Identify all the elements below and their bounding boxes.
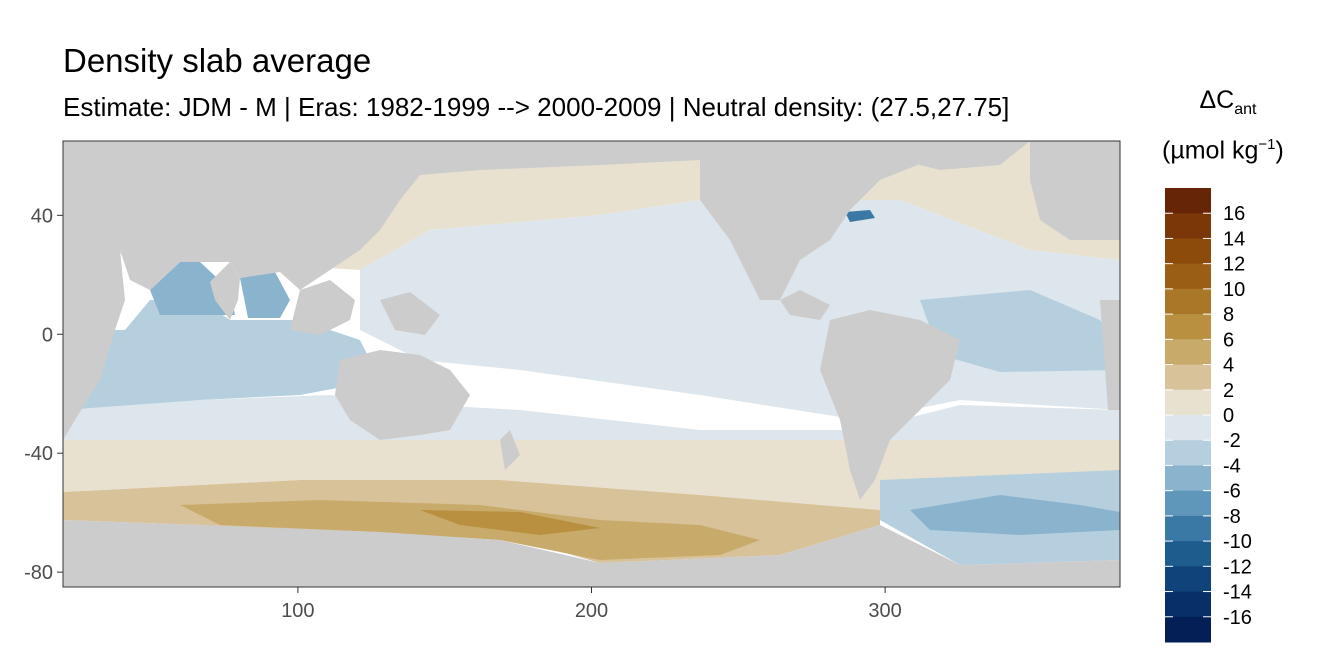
legend-swatch (1165, 616, 1211, 643)
legend-label: 10 (1223, 279, 1245, 301)
y-tick-label: -40 (24, 443, 53, 465)
legend-label: -4 (1223, 455, 1241, 477)
legend-swatch (1165, 389, 1211, 416)
legend-swatch (1165, 490, 1211, 517)
legend-swatch (1165, 465, 1211, 492)
y-tick-label: -80 (24, 562, 53, 584)
map-subtitle: Estimate: JDM - M | Eras: 1982-1999 --> … (63, 92, 1010, 122)
legend-unit: (µmol kg−1) (1162, 136, 1284, 165)
y-tick-label: 0 (42, 324, 53, 346)
y-tick-label: 40 (31, 205, 53, 227)
legend-swatch (1165, 415, 1211, 441)
legend-label: 4 (1223, 355, 1234, 377)
legend-label: 16 (1223, 203, 1245, 225)
legend-label: 12 (1223, 254, 1245, 276)
legend-label: -2 (1223, 430, 1241, 452)
legend-label: 0 (1223, 405, 1234, 427)
legend-label: 14 (1223, 228, 1245, 250)
legend-labels: 16 14 12 10 8 6 4 2 0 -2 -4 -6 -8 -10 -12 -14 -16 (1165, 203, 1252, 629)
legend-label: -10 (1223, 531, 1252, 553)
legend-label: 2 (1223, 380, 1234, 402)
legend-swatch (1165, 213, 1211, 239)
land-masses (63, 141, 1120, 587)
legend-swatch (1165, 541, 1211, 567)
legend-swatch (1165, 566, 1211, 593)
legend-swatch (1165, 238, 1211, 265)
x-tick-label: 300 (868, 600, 901, 622)
legend-colorbar (1165, 188, 1211, 643)
x-tick-label: 200 (575, 600, 608, 622)
map-title: Density slab average (63, 42, 372, 79)
x-tick-label: 100 (281, 600, 314, 622)
legend-swatch (1165, 314, 1211, 340)
legend-swatch (1165, 339, 1211, 366)
legend-label: 6 (1223, 329, 1234, 351)
legend-swatch (1165, 364, 1211, 391)
legend-label: -6 (1223, 481, 1241, 503)
legend-label: -8 (1223, 506, 1241, 528)
legend-label: 8 (1223, 304, 1234, 326)
legend-swatch (1165, 188, 1211, 214)
legend-label: -16 (1223, 607, 1252, 629)
legend-label: -12 (1223, 556, 1252, 578)
y-axis: 40 0 -40 -80 (24, 205, 63, 584)
legend-swatch (1165, 288, 1211, 315)
legend-label: -14 (1223, 582, 1252, 604)
legend-title: ΔCant (1199, 86, 1257, 118)
legend-swatch (1165, 515, 1211, 542)
x-axis: 100 200 300 (281, 587, 902, 622)
legend-swatch (1165, 440, 1211, 466)
legend-swatch (1165, 263, 1211, 290)
legend-swatch (1165, 591, 1211, 618)
